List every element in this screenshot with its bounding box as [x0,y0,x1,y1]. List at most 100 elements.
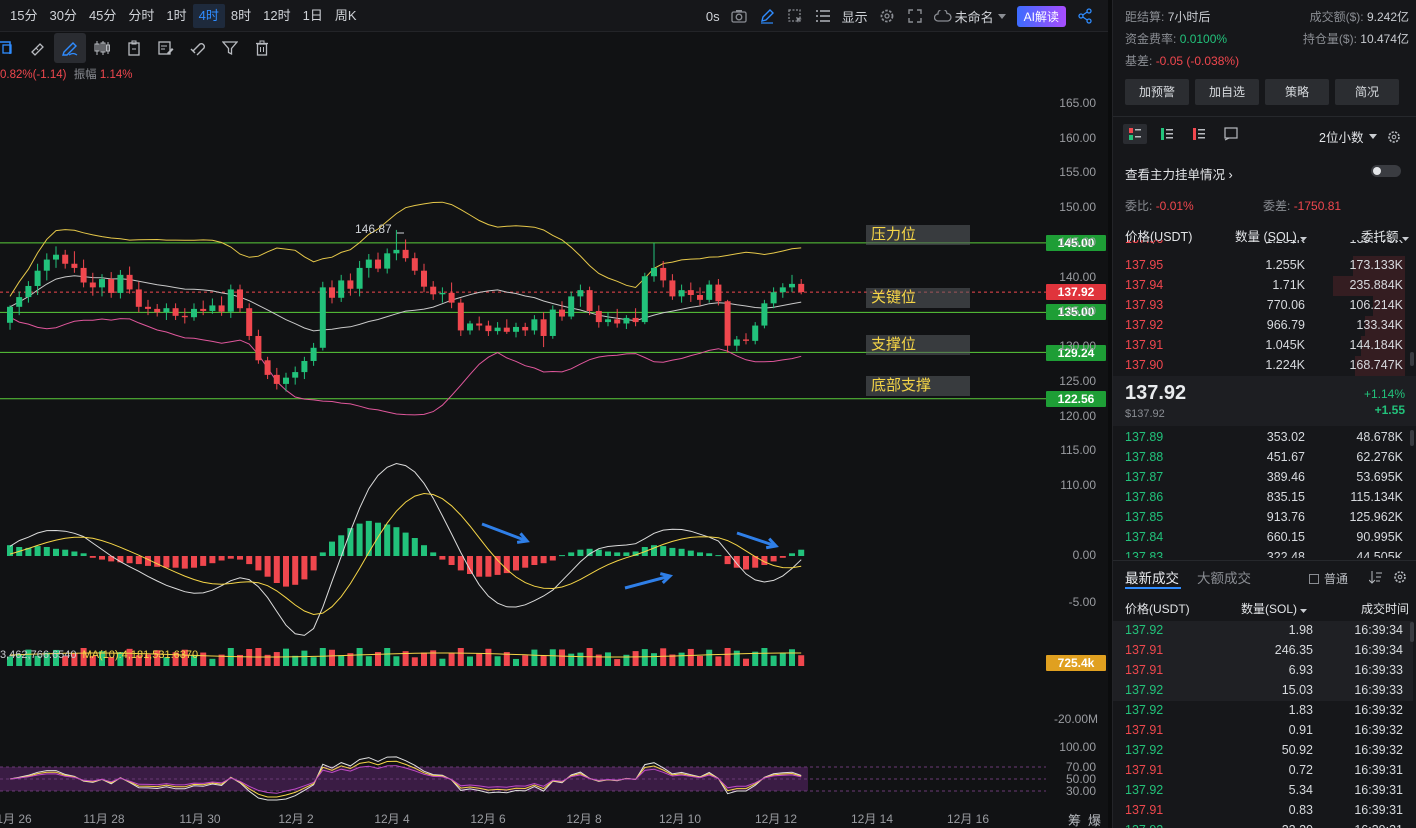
candle[interactable] [365,254,372,278]
camera-icon[interactable] [730,7,748,25]
candle[interactable] [687,282,694,302]
candle[interactable] [99,274,105,297]
candle[interactable] [393,229,400,261]
candle[interactable] [283,372,289,392]
candle[interactable] [310,342,317,366]
book-col-amount[interactable]: 委托额 [1361,226,1409,245]
candle[interactable] [209,298,216,314]
candle[interactable] [319,281,326,351]
candle[interactable] [181,308,188,324]
fullscreen-icon[interactable] [906,7,924,25]
candle[interactable] [375,252,381,273]
ask-row[interactable]: 137.92 966.79 133.34K [1113,316,1413,336]
draw-pen-icon[interactable] [758,7,776,25]
interval-0[interactable]: 15分 [10,8,38,23]
candle[interactable] [145,299,151,316]
precision-selector[interactable]: 2位小数 [1319,127,1401,146]
bid-row[interactable]: 137.87 389.46 53.695K [1113,468,1413,488]
overview-button[interactable]: 简况 [1335,79,1399,105]
candle[interactable] [25,281,32,303]
bid-row-partial[interactable]: 137.83 322.48 44.505K [1113,548,1413,558]
candle[interactable] [384,248,391,274]
candle[interactable] [16,291,23,316]
candle[interactable] [531,315,538,335]
note-edit-icon[interactable] [150,33,182,63]
candle[interactable] [338,274,345,302]
interval-8[interactable]: 1日 [302,8,323,23]
indicator-list-icon[interactable] [814,7,832,25]
interval-6[interactable]: 8时 [230,8,252,23]
candle[interactable] [641,272,648,325]
ask-row[interactable]: 137.94 1.71K 235.884K [1113,276,1413,296]
candle[interactable] [264,356,271,380]
brush-tool-icon[interactable] [54,33,86,63]
trade-col-qty[interactable]: 数量(SOL) [1241,600,1308,617]
candle[interactable] [200,300,207,316]
candle[interactable] [273,367,280,390]
candle[interactable] [715,279,722,306]
sort-icon[interactable] [1369,570,1383,584]
candle[interactable] [614,308,621,328]
bid-row[interactable]: 137.84 660.15 90.995K [1113,528,1413,548]
candle[interactable] [172,303,179,321]
candle[interactable] [329,280,335,304]
interval-4[interactable]: 1时 [166,8,187,23]
panel-divider[interactable] [1108,0,1112,828]
candle[interactable] [549,305,556,339]
cloud-layout-selector[interactable]: 未命名 [933,7,1007,26]
candle[interactable] [191,303,197,321]
book-col-qty[interactable]: 数量 (SOL) [1235,226,1308,245]
candle[interactable] [89,272,96,296]
candle[interactable] [779,283,786,298]
candle[interactable] [430,281,437,300]
book-chart-icon[interactable] [1219,124,1243,144]
select-box-icon[interactable] [786,7,804,25]
candle[interactable] [733,335,740,352]
candle[interactable] [246,303,253,341]
candle[interactable] [789,274,795,293]
candle[interactable] [485,320,492,336]
normal-checkbox[interactable]: 普通 [1309,570,1348,587]
candle[interactable] [724,299,731,353]
candle[interactable] [503,319,510,334]
magnet-icon[interactable] [182,33,214,63]
settings-icon[interactable] [878,7,896,25]
candle[interactable] [126,266,133,294]
interval-3[interactable]: 分时 [128,8,155,23]
candle-tool-icon[interactable] [86,33,118,63]
candle[interactable] [255,329,262,364]
candle[interactable] [43,253,50,281]
liquidation-toggle[interactable]: 爆 [1088,813,1102,828]
candle[interactable] [513,322,519,338]
tab-large-trades[interactable]: 大额成交 [1197,571,1251,586]
candle[interactable] [227,284,234,318]
kline-chart[interactable]: 0.82%(-1.14) 振幅 1.14% 压力位 关键位 支撑位 底部支撑 1… [0,64,1108,828]
chart-canvas[interactable] [0,64,1108,828]
candle[interactable] [117,269,124,299]
candle[interactable] [71,251,78,273]
interval-5[interactable]: 4时 [192,4,225,28]
candle[interactable] [623,315,630,330]
candle[interactable] [559,301,565,321]
candle[interactable] [108,272,115,298]
asks-scrollbar[interactable] [1410,352,1414,366]
candle[interactable] [292,366,299,385]
candle[interactable] [761,299,768,329]
bids-scrollbar[interactable] [1410,430,1414,446]
book-asks-icon[interactable] [1187,124,1211,144]
book-bids-icon[interactable] [1155,124,1179,144]
line-tool-icon[interactable] [0,33,22,63]
bid-row[interactable]: 137.85 913.76 125.962K [1113,508,1413,528]
candle[interactable] [660,260,667,288]
candle[interactable] [34,263,41,295]
interval-1[interactable]: 30分 [49,8,77,23]
ask-row[interactable]: 137.90 1.224K 168.747K [1113,356,1413,376]
book-settings-icon[interactable] [1387,130,1401,144]
candle[interactable] [421,263,427,293]
interval-7[interactable]: 12时 [263,8,291,23]
candle[interactable] [402,239,409,262]
candle[interactable] [439,287,446,303]
filter-icon[interactable] [214,33,246,63]
trade-settings-icon[interactable] [1393,570,1407,584]
candle[interactable] [743,333,749,345]
